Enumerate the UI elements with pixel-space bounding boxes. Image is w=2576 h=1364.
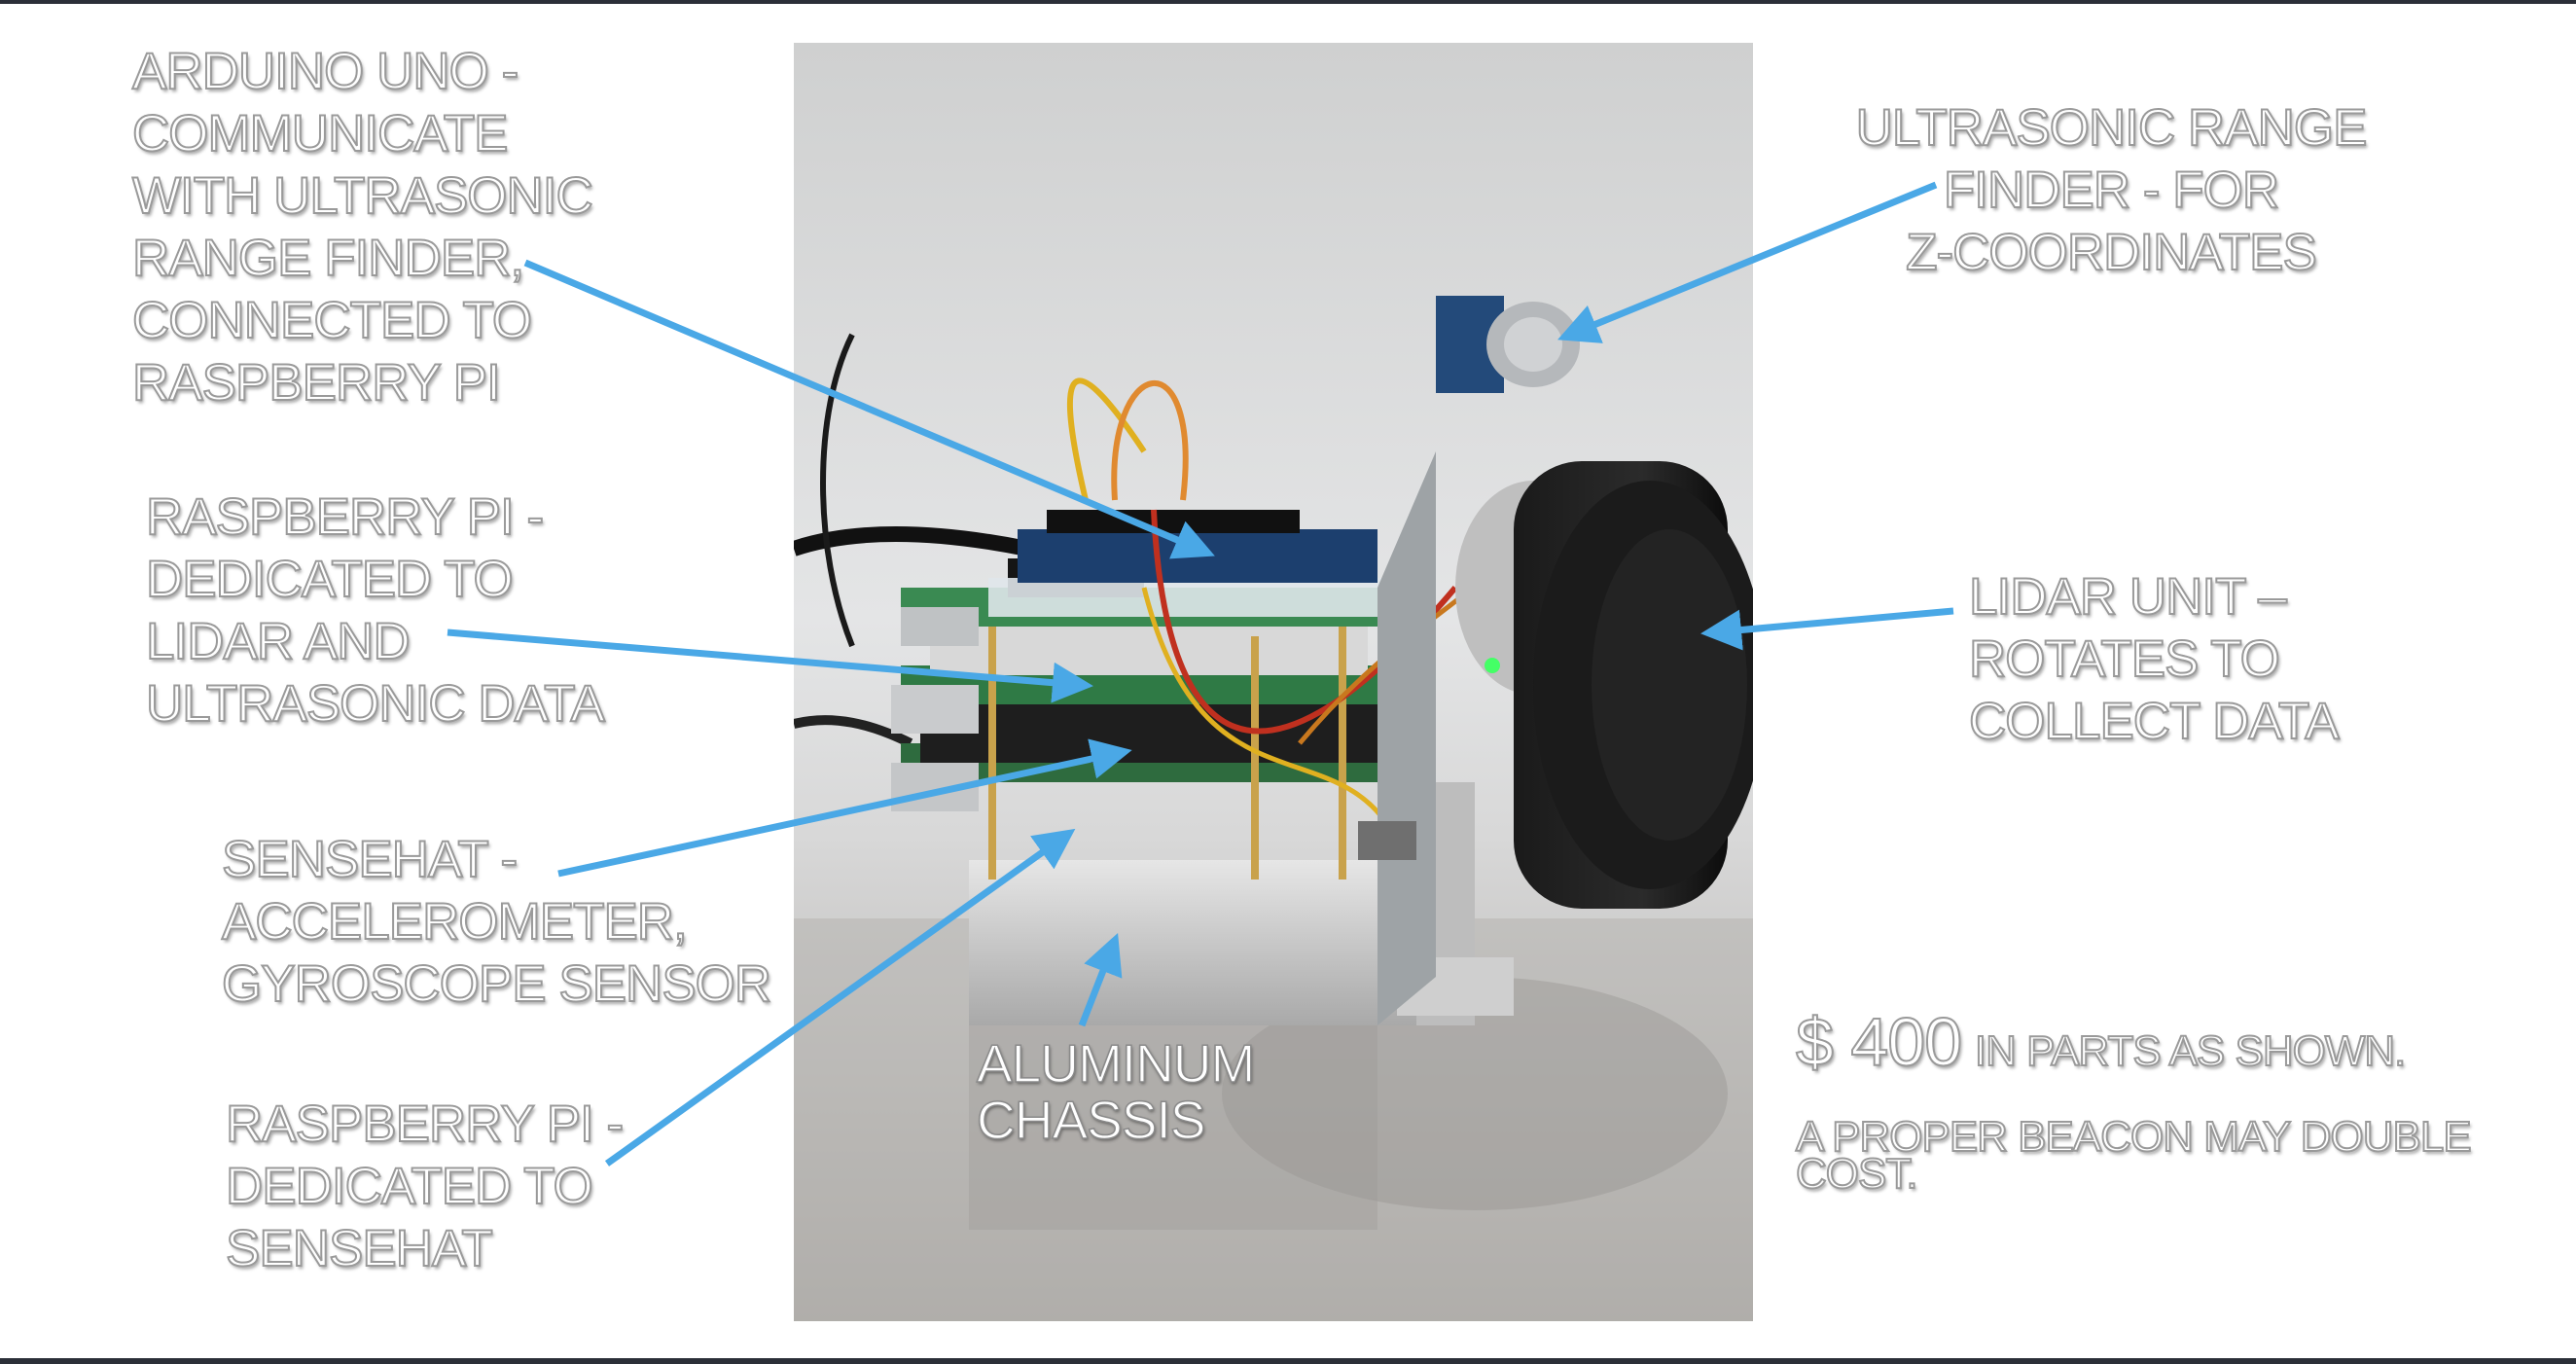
- chassis-label: ALUMINUM CHASSIS: [976, 1033, 1256, 1150]
- rpi-lidar-label-line: LIDAR AND: [145, 612, 411, 671]
- rpi-lidar-label: RASPBERRY PI - DEDICATED TO LIDAR AND UL…: [145, 486, 606, 736]
- arduino-label: ARDUINO UNO - COMMUNICATE WITH ULTRASONI…: [131, 41, 594, 414]
- arduino-label-line: WITH ULTRASONIC: [131, 166, 594, 226]
- ultrasonic-label-line: FINDER - FOR: [1943, 161, 2280, 220]
- ultrasonic-label: ULTRASONIC RANGE FINDER - FOR Z-COORDINA…: [1848, 97, 2374, 284]
- rpi-sensehat-label-line: DEDICATED TO: [225, 1157, 594, 1216]
- sensehat-label-line: ACCELEROMETER,: [221, 892, 689, 951]
- cost-note-line: COST.: [1795, 1150, 1919, 1198]
- lidar-label-line: ROTATES TO: [1968, 629, 2281, 689]
- sensehat-label-line: SENSEHAT -: [221, 830, 519, 889]
- sensehat-label-line: GYROSCOPE SENSOR: [221, 954, 772, 1014]
- sensehat-label: SENSEHAT - ACCELEROMETER, GYROSCOPE SENS…: [221, 829, 772, 1016]
- cost-line: $ 400 IN PARTS AS SHOWN.: [1795, 998, 2407, 1095]
- cost-note-line: A PROPER BEACON MAY DOUBLE: [1795, 1113, 2473, 1161]
- cost-note: A PROPER BEACON MAY DOUBLE COST.: [1795, 1113, 2473, 1198]
- lidar-label: LIDAR UNIT – ROTATES TO COLLECT DATA: [1968, 566, 2341, 753]
- lidar-label-line: LIDAR UNIT –: [1968, 567, 2288, 627]
- ultrasonic-label-line: Z-COORDINATES: [1905, 223, 2318, 282]
- lidar-label-line: COLLECT DATA: [1968, 692, 2341, 751]
- ultrasonic-label-line: ULTRASONIC RANGE: [1855, 98, 2369, 158]
- rpi-sensehat-label: RASPBERRY PI - DEDICATED TO SENSEHAT: [225, 1094, 625, 1280]
- rpi-sensehat-label-line: RASPBERRY PI -: [225, 1095, 625, 1154]
- rpi-lidar-label-line: ULTRASONIC DATA: [145, 674, 606, 734]
- device-illustration: [794, 43, 1753, 1321]
- device-photo: [794, 43, 1753, 1321]
- rpi-lidar-label-line: DEDICATED TO: [145, 550, 515, 609]
- chassis-label-line: ALUMINUM: [976, 1033, 1256, 1094]
- cost-suffix: IN PARTS AS SHOWN.: [1974, 1026, 2407, 1076]
- rpi-lidar-label-line: RASPBERRY PI -: [145, 487, 545, 547]
- cost-amount: $ 400: [1795, 1003, 1963, 1081]
- chassis-label-line: CHASSIS: [976, 1090, 1206, 1150]
- arduino-label-line: ARDUINO UNO -: [131, 42, 519, 101]
- rpi-sensehat-label-line: SENSEHAT: [225, 1219, 494, 1278]
- arduino-label-line: CONNECTED TO: [131, 291, 533, 350]
- arduino-label-line: RANGE FINDER,: [131, 229, 525, 288]
- slide: ARDUINO UNO - COMMUNICATE WITH ULTRASONI…: [0, 4, 2576, 1358]
- arduino-label-line: RASPBERRY PI: [131, 353, 502, 413]
- arduino-label-line: COMMUNICATE: [131, 104, 509, 163]
